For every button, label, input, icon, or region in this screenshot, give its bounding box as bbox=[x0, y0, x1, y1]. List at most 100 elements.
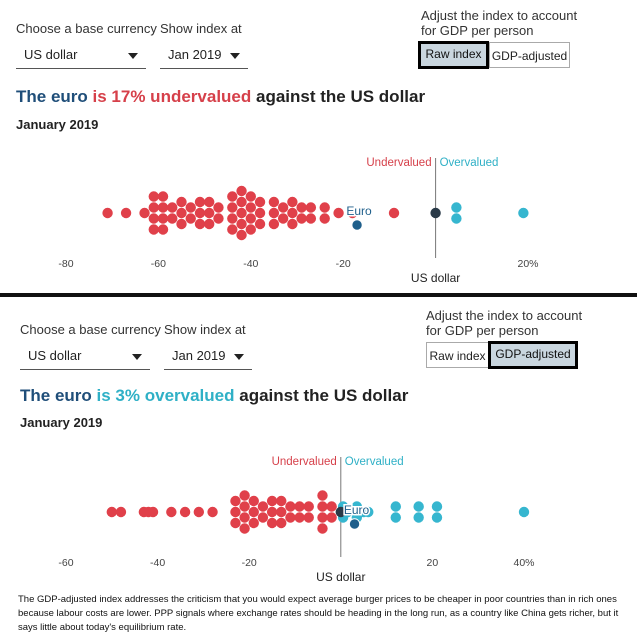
country-point[interactable] bbox=[266, 517, 278, 529]
country-point[interactable] bbox=[266, 495, 278, 507]
country-point[interactable] bbox=[390, 512, 401, 523]
country-point[interactable] bbox=[326, 512, 337, 523]
country-point[interactable] bbox=[245, 213, 256, 224]
country-point[interactable] bbox=[413, 501, 424, 512]
index-date-select[interactable]: Jan 2019 bbox=[160, 42, 248, 69]
country-point[interactable] bbox=[277, 213, 289, 224]
country-point[interactable] bbox=[276, 506, 287, 518]
country-point[interactable] bbox=[317, 523, 328, 534]
country-point[interactable] bbox=[347, 207, 358, 219]
country-point[interactable] bbox=[213, 202, 224, 213]
country-point[interactable] bbox=[167, 213, 178, 224]
country-point[interactable] bbox=[245, 224, 256, 235]
country-point[interactable] bbox=[204, 207, 215, 219]
country-point[interactable] bbox=[236, 185, 247, 197]
gdp-adjusted-button[interactable]: GDP-adjusted bbox=[489, 42, 570, 68]
euro-point[interactable] bbox=[348, 518, 361, 530]
country-point[interactable] bbox=[388, 207, 400, 219]
country-point[interactable] bbox=[102, 207, 113, 219]
country-point[interactable] bbox=[319, 202, 330, 213]
country-point[interactable] bbox=[248, 517, 259, 529]
raw-index-button[interactable]: Raw index bbox=[426, 342, 489, 368]
country-point[interactable] bbox=[185, 213, 196, 224]
country-point[interactable] bbox=[148, 213, 159, 224]
country-point[interactable] bbox=[333, 207, 344, 219]
country-point[interactable] bbox=[285, 512, 296, 523]
country-point[interactable] bbox=[305, 202, 317, 213]
country-point[interactable] bbox=[194, 207, 206, 219]
country-point[interactable] bbox=[277, 202, 289, 213]
country-point[interactable] bbox=[166, 506, 177, 518]
country-point[interactable] bbox=[236, 196, 247, 208]
country-point[interactable] bbox=[303, 501, 314, 512]
country-point[interactable] bbox=[157, 213, 169, 224]
country-point[interactable] bbox=[254, 196, 266, 208]
country-point[interactable] bbox=[157, 224, 169, 235]
country-point[interactable] bbox=[305, 213, 317, 224]
base-currency-select[interactable]: US dollar bbox=[16, 42, 146, 69]
country-point[interactable] bbox=[245, 191, 256, 202]
country-point[interactable] bbox=[254, 207, 266, 219]
country-point[interactable] bbox=[287, 196, 298, 208]
country-point[interactable] bbox=[115, 506, 127, 518]
country-point[interactable] bbox=[227, 191, 238, 202]
country-point[interactable] bbox=[268, 207, 280, 219]
country-point[interactable] bbox=[176, 207, 187, 219]
country-point[interactable] bbox=[390, 501, 401, 512]
country-point[interactable] bbox=[236, 218, 247, 230]
index-date-select[interactable]: Jan 2019 bbox=[164, 343, 252, 370]
country-point[interactable] bbox=[296, 213, 307, 224]
country-point[interactable] bbox=[413, 512, 424, 523]
country-point[interactable] bbox=[276, 495, 287, 507]
us-dollar-point[interactable] bbox=[335, 506, 346, 518]
country-point[interactable] bbox=[204, 218, 215, 230]
country-point[interactable] bbox=[179, 506, 191, 518]
country-point[interactable] bbox=[296, 202, 307, 213]
country-point[interactable] bbox=[518, 506, 530, 518]
country-point[interactable] bbox=[230, 495, 241, 507]
country-point[interactable] bbox=[266, 506, 278, 518]
country-point[interactable] bbox=[431, 501, 443, 512]
country-point[interactable] bbox=[207, 506, 218, 518]
country-point[interactable] bbox=[148, 191, 159, 202]
country-point[interactable] bbox=[120, 207, 132, 219]
base-currency-select[interactable]: US dollar bbox=[20, 343, 150, 370]
country-point[interactable] bbox=[106, 506, 118, 518]
country-point[interactable] bbox=[157, 191, 169, 202]
country-point[interactable] bbox=[239, 512, 250, 523]
country-point[interactable] bbox=[157, 202, 169, 213]
country-point[interactable] bbox=[230, 506, 241, 518]
country-point[interactable] bbox=[254, 218, 266, 230]
country-point[interactable] bbox=[248, 506, 259, 518]
country-point[interactable] bbox=[239, 490, 250, 501]
country-point[interactable] bbox=[317, 501, 328, 512]
country-point[interactable] bbox=[451, 213, 462, 224]
gdp-adjusted-button[interactable]: GDP-adjusted bbox=[488, 341, 578, 369]
country-point[interactable] bbox=[193, 506, 205, 518]
country-point[interactable] bbox=[176, 196, 187, 208]
country-point[interactable] bbox=[431, 512, 443, 523]
country-point[interactable] bbox=[236, 229, 247, 241]
country-point[interactable] bbox=[167, 202, 178, 213]
country-point[interactable] bbox=[317, 490, 328, 501]
country-point[interactable] bbox=[227, 224, 238, 235]
country-point[interactable] bbox=[285, 501, 296, 512]
country-point[interactable] bbox=[239, 523, 250, 534]
country-point[interactable] bbox=[317, 512, 328, 523]
country-point[interactable] bbox=[230, 517, 241, 529]
euro-point[interactable] bbox=[351, 219, 363, 231]
us-dollar-point[interactable] bbox=[430, 207, 441, 219]
country-point[interactable] bbox=[185, 202, 196, 213]
country-point[interactable] bbox=[148, 224, 159, 235]
country-point[interactable] bbox=[245, 202, 256, 213]
country-point[interactable] bbox=[294, 512, 305, 523]
country-point[interactable] bbox=[227, 202, 238, 213]
country-point[interactable] bbox=[451, 202, 462, 213]
country-point[interactable] bbox=[294, 501, 305, 512]
country-point[interactable] bbox=[276, 517, 287, 529]
country-point[interactable] bbox=[363, 506, 374, 518]
country-point[interactable] bbox=[147, 506, 159, 518]
country-point[interactable] bbox=[213, 213, 224, 224]
country-point[interactable] bbox=[287, 207, 298, 219]
country-point[interactable] bbox=[319, 213, 330, 224]
